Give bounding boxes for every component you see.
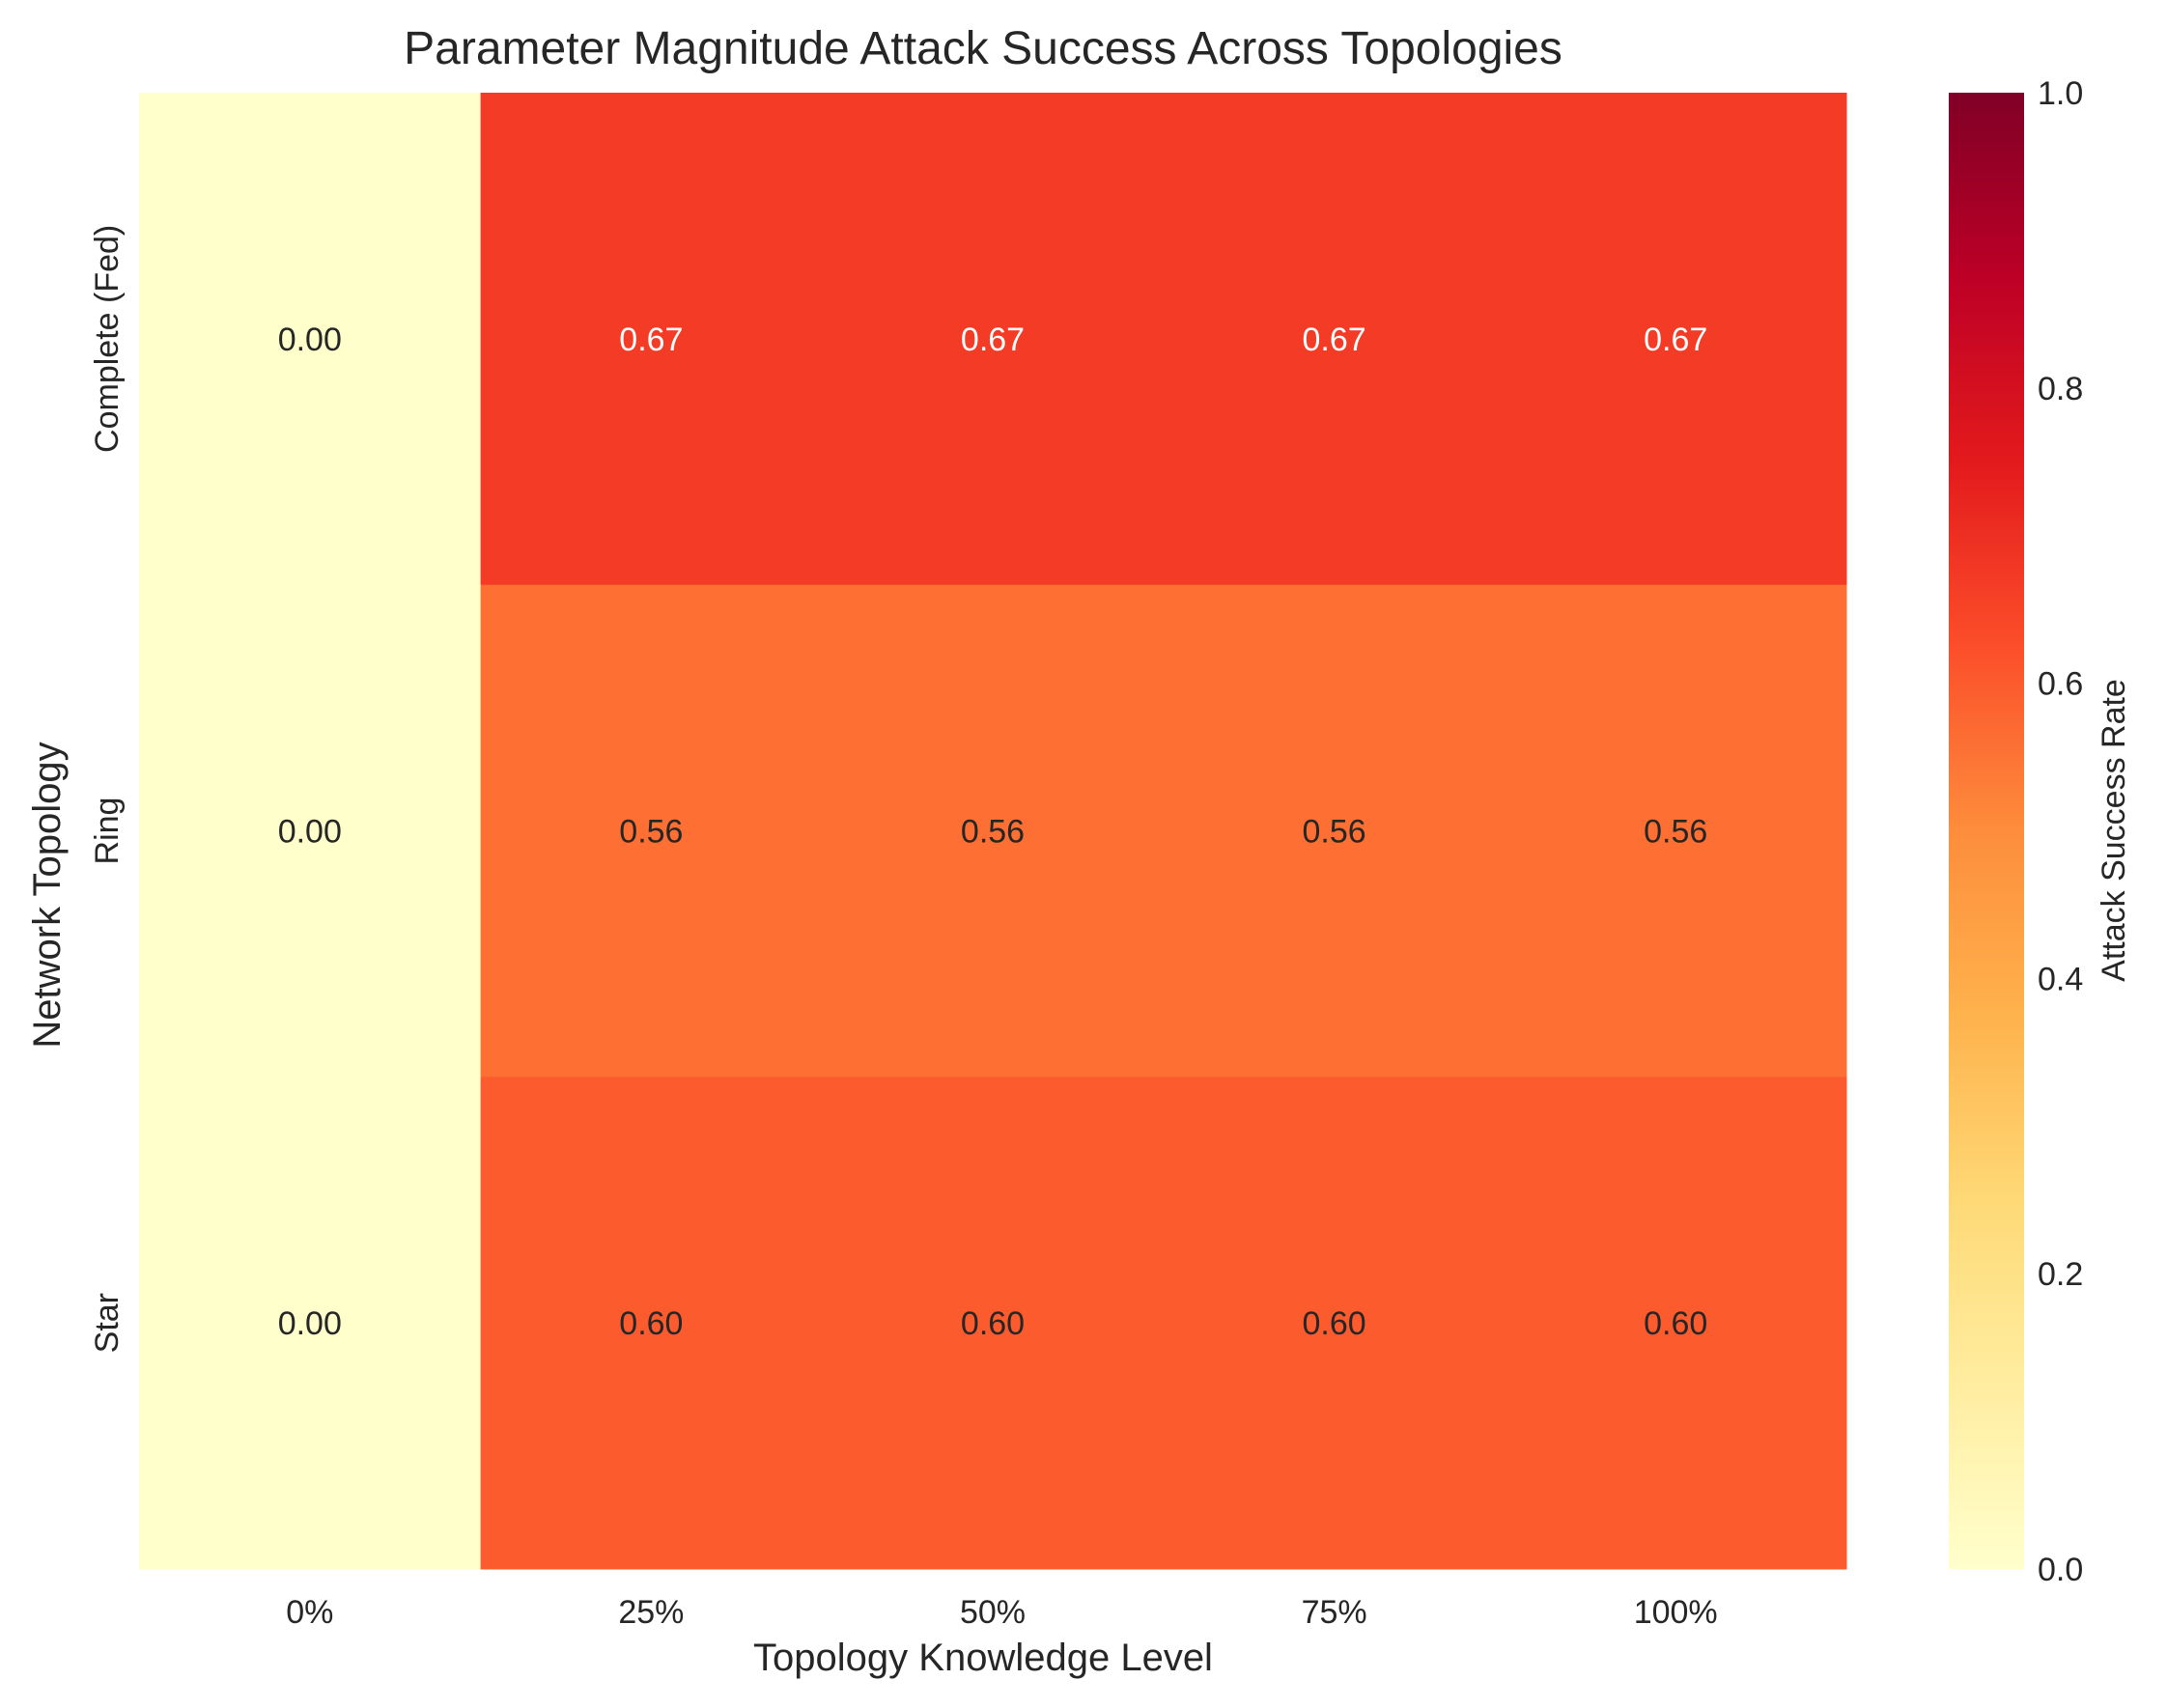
cell-value-label: 0.67 — [961, 322, 1025, 358]
y-tick-label: Star — [89, 1293, 126, 1353]
heatmap-cell — [480, 1077, 823, 1570]
cell-value-label: 0.56 — [961, 814, 1025, 851]
x-axis-label: Topology Knowledge Level — [753, 1637, 1213, 1679]
cell-value-label: 0.60 — [961, 1305, 1025, 1342]
cell-value-label: 0.60 — [619, 1305, 683, 1342]
colorbar-tick-labels: 0.0 0.2 0.4 0.6 0.8 1.0 — [2038, 75, 2083, 1588]
colorbar-tick-label: 0.2 — [2038, 1256, 2083, 1293]
heatmap-cell — [1505, 1077, 1847, 1570]
y-axis-label: Network Topology — [26, 742, 69, 1048]
cell-value-label: 0.67 — [619, 322, 683, 358]
colorbar-tick-label: 0.4 — [2038, 961, 2083, 997]
y-tick-label: Complete (Fed) — [89, 225, 126, 453]
x-tick-label: 100% — [1634, 1594, 1718, 1631]
heatmap-cell — [1163, 93, 1506, 586]
cell-value-label: 0.56 — [1644, 814, 1707, 851]
cell-value-label: 0.56 — [619, 814, 683, 851]
chart-title: Parameter Magnitude Attack Success Acros… — [404, 23, 1562, 74]
colorbar-tick-label: 0.6 — [2038, 666, 2083, 703]
cell-value-label: 0.00 — [278, 1305, 342, 1342]
y-tick-labels: Complete (Fed) Ring Star — [89, 225, 126, 1354]
cell-value-label: 0.67 — [1303, 322, 1366, 358]
colorbar — [1949, 93, 2024, 1569]
cell-value-label: 0.00 — [278, 814, 342, 851]
y-tick-label: Ring — [89, 798, 126, 865]
colorbar-tick-label: 1.0 — [2038, 75, 2083, 112]
cell-value-label: 0.60 — [1303, 1305, 1366, 1342]
x-tick-label: 0% — [286, 1594, 333, 1631]
heatmap-cell — [139, 93, 482, 586]
cell-value-label: 0.67 — [1644, 322, 1707, 358]
heatmap-cell — [822, 584, 1165, 1078]
heatmap-cell — [480, 584, 823, 1078]
cell-value-label: 0.00 — [278, 322, 342, 358]
heatmap-cell — [1505, 93, 1847, 586]
heatmap-cell — [480, 93, 823, 586]
colorbar-tick-label: 0.8 — [2038, 371, 2083, 407]
heatmap-cell — [1163, 1077, 1506, 1570]
heatmap-cell — [139, 1077, 482, 1570]
heatmap-cell — [1505, 584, 1847, 1078]
heatmap-cell — [822, 93, 1165, 586]
x-tick-labels: 0% 25% 50% 75% 100% — [286, 1594, 1717, 1631]
cell-value-labels: 0.00 0.67 0.67 0.67 0.67 0.00 0.56 0.56 0.56 0.56… — [278, 322, 1708, 1342]
colorbar-label: Attack Success Rate — [2096, 679, 2132, 982]
cell-value-label: 0.56 — [1303, 814, 1366, 851]
heatmap-cells — [139, 93, 1847, 1570]
colorbar-tick-label: 0.0 — [2038, 1552, 2083, 1588]
heatmap-cell — [1163, 584, 1506, 1078]
cell-value-label: 0.60 — [1644, 1305, 1707, 1342]
x-tick-label: 50% — [960, 1594, 1026, 1631]
x-tick-label: 25% — [618, 1594, 684, 1631]
heatmap-cell — [139, 584, 482, 1078]
heatmap-cell — [822, 1077, 1165, 1570]
x-tick-label: 75% — [1302, 1594, 1367, 1631]
